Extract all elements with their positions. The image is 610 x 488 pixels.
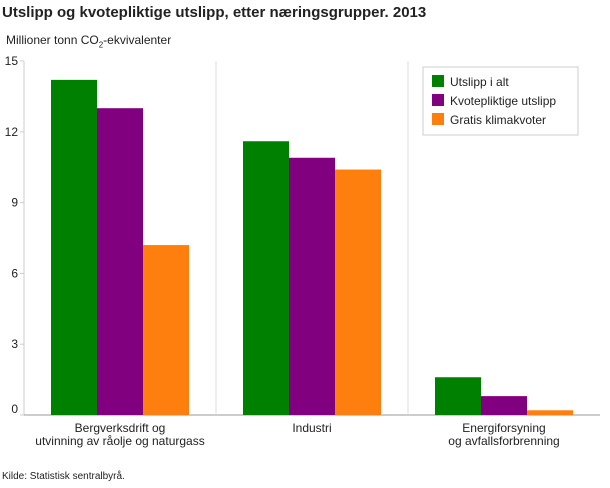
legend-label-2: Kvotepliktige utslipp bbox=[450, 94, 556, 108]
y-tick-label-1: 3 bbox=[11, 337, 18, 351]
bar-1-series-1 bbox=[51, 79, 97, 415]
category-label-1-line-2: utvinning av råolje og naturgass bbox=[35, 434, 204, 448]
legend-box bbox=[422, 66, 579, 136]
legend-label-1: Utslipp i alt bbox=[450, 75, 509, 89]
bar-3-series-3 bbox=[527, 410, 573, 415]
bar-3-series-1 bbox=[435, 377, 481, 415]
category-label-2-line-1: Industri bbox=[292, 421, 331, 435]
legend-swatch-2 bbox=[432, 94, 444, 106]
legend-label-3: Gratis klimakvoter bbox=[450, 113, 546, 127]
source-note: Kilde: Statistisk sentralbyrå. bbox=[2, 471, 125, 482]
y-axis-label: Millioner tonn CO2-ekvivalenter bbox=[6, 33, 171, 49]
y-axis-label-main: Millioner tonn CO bbox=[6, 33, 99, 47]
bar-1-series-2 bbox=[97, 108, 143, 415]
category-label-3-line-1: Energiforsyning bbox=[462, 421, 545, 435]
y-tick-label-4: 12 bbox=[5, 125, 19, 139]
legend-swatch-3 bbox=[432, 113, 444, 125]
category-label-3-line-2: og avfallsforbrenning bbox=[448, 434, 559, 448]
y-axis-label-subscript: 2 bbox=[98, 40, 104, 50]
bar-2-series-3 bbox=[335, 169, 381, 415]
legend-swatch-1 bbox=[432, 75, 444, 87]
bar-1-series-3 bbox=[143, 245, 189, 415]
y-tick-label-5: 15 bbox=[5, 54, 19, 68]
bar-2-series-1 bbox=[243, 141, 289, 416]
y-tick-label-2: 6 bbox=[11, 266, 18, 280]
y-tick-label-0: 0 bbox=[11, 402, 18, 416]
y-tick-label-3: 9 bbox=[11, 196, 18, 210]
category-label-1-line-1: Bergverksdrift og bbox=[75, 421, 166, 435]
bar-2-series-2 bbox=[289, 157, 335, 415]
y-axis-label-rest: -ekvivalenter bbox=[103, 33, 172, 47]
bar-3-series-2 bbox=[481, 396, 527, 415]
chart-title: Utslipp og kvotepliktige utslipp, etter … bbox=[2, 4, 427, 21]
